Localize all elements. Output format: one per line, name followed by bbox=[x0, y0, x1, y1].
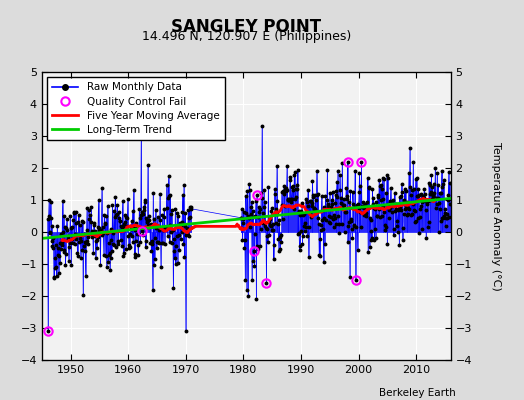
Text: 14.496 N, 120.907 E (Philippines): 14.496 N, 120.907 E (Philippines) bbox=[141, 30, 351, 43]
Text: Berkeley Earth: Berkeley Earth bbox=[379, 388, 456, 398]
Text: SANGLEY POINT: SANGLEY POINT bbox=[171, 18, 321, 36]
Legend: Raw Monthly Data, Quality Control Fail, Five Year Moving Average, Long-Term Tren: Raw Monthly Data, Quality Control Fail, … bbox=[47, 77, 225, 140]
Y-axis label: Temperature Anomaly (°C): Temperature Anomaly (°C) bbox=[492, 142, 501, 290]
